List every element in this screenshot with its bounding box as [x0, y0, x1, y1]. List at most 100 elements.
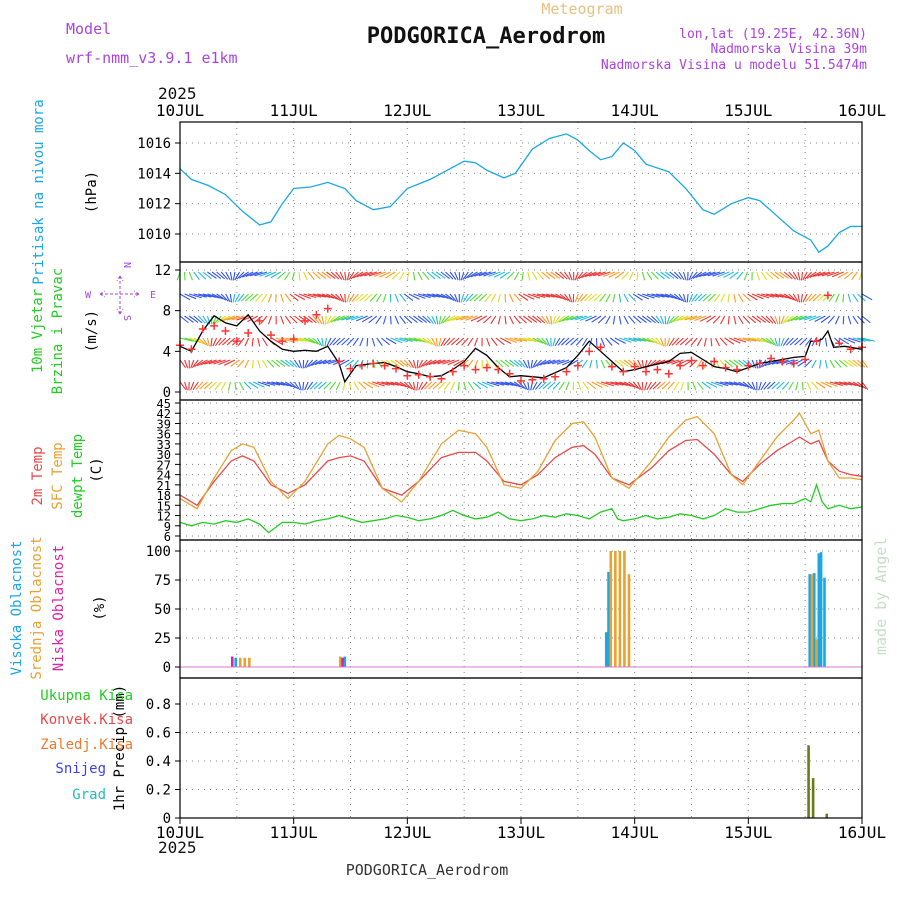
wind-barb	[861, 337, 876, 342]
wind-barb	[649, 381, 657, 390]
y-tick-label: 25	[154, 631, 171, 647]
y-tick-label: 36	[157, 428, 171, 442]
wind-barb	[686, 293, 689, 303]
wind-barb	[852, 293, 859, 303]
wind-barb	[550, 315, 553, 325]
wind-barb	[712, 271, 725, 277]
wind-barb	[216, 271, 225, 280]
wind-barb	[551, 359, 565, 365]
ylabel-wind: 10m Vjetar	[30, 289, 46, 373]
wind-barb	[294, 293, 306, 301]
wind-barb	[241, 271, 254, 278]
wind-barb	[491, 381, 505, 386]
wind-barb	[838, 381, 853, 386]
wind-barb	[179, 315, 189, 324]
wind-barb	[307, 315, 317, 324]
gust-mark	[744, 361, 753, 370]
wind-barb	[806, 271, 817, 279]
wind-barb	[440, 293, 452, 300]
y-tick-label: 1014	[137, 166, 171, 182]
wind-barb	[194, 359, 204, 368]
wind-barb	[193, 337, 205, 345]
wind-barb	[679, 337, 689, 346]
wind-barb	[554, 337, 561, 347]
bar-mid_cloud	[614, 551, 617, 667]
wind-barb	[857, 337, 871, 342]
wind-barb	[291, 271, 295, 281]
wind-barb	[633, 337, 647, 342]
wind-barb	[660, 315, 665, 325]
x-tick-label-bottom: 11JUL	[270, 823, 318, 842]
wind-barb	[696, 337, 703, 347]
wind-barb	[266, 381, 281, 386]
wind-barb	[275, 381, 289, 387]
wind-barb	[394, 381, 407, 388]
gust-mark	[494, 365, 503, 374]
wind-barb	[806, 381, 812, 391]
wind-barb	[366, 337, 369, 347]
wind-barb	[530, 359, 533, 369]
wind-barb	[337, 315, 350, 321]
wind-barb	[225, 293, 231, 303]
wind-barb	[332, 337, 341, 346]
gust-mark	[642, 367, 651, 376]
wind-barb	[390, 381, 404, 387]
wind-barb	[190, 359, 195, 369]
wind-barb	[413, 315, 423, 323]
wind-barb	[504, 315, 507, 325]
wind-barb	[344, 359, 355, 368]
wind-barb	[707, 271, 721, 277]
wind-barb	[412, 359, 417, 369]
wind-barb	[333, 315, 346, 322]
wind-barb	[348, 293, 355, 303]
wind-barb	[379, 271, 391, 278]
wind-barb	[490, 337, 498, 346]
wind-barb	[312, 337, 321, 346]
wind-barb	[605, 315, 611, 325]
x-tick-label-bottom: 15JUL	[724, 823, 772, 842]
wind-barb	[298, 381, 302, 391]
wind-barb	[667, 381, 675, 390]
wind-barb	[326, 337, 332, 347]
wind-barb	[312, 293, 326, 298]
wind-barb	[193, 315, 203, 324]
wind-barb	[828, 293, 835, 303]
wind-barb	[398, 271, 405, 281]
gust-mark	[482, 363, 491, 372]
x-tick-label-bottom: 12JUL	[383, 823, 431, 842]
wind-barb	[838, 337, 850, 345]
wind-barb	[797, 293, 801, 303]
wind-barb	[761, 293, 775, 298]
wind-barb	[696, 359, 703, 369]
wind-barb	[536, 271, 545, 280]
wind-barb	[483, 315, 492, 324]
gust-mark	[562, 367, 571, 376]
wind-barb	[703, 337, 707, 347]
wind-barb	[216, 315, 227, 323]
wind-barb	[473, 293, 483, 302]
wind-barb	[368, 271, 382, 277]
wind-barb	[834, 381, 848, 386]
wind-barb	[202, 315, 209, 325]
wind-barb	[535, 381, 543, 390]
wind-barb	[558, 381, 565, 391]
wind-barb	[223, 359, 236, 366]
wind-barb	[424, 381, 433, 390]
wind-barb	[261, 293, 268, 303]
wind-barb	[857, 315, 865, 324]
wind-barb	[783, 271, 793, 280]
wind-barb	[361, 315, 373, 323]
wind-barb	[222, 337, 231, 346]
wind-barb	[837, 271, 849, 279]
wind-barb	[774, 293, 788, 299]
wind-barb	[484, 293, 492, 302]
wind-barb	[579, 315, 593, 321]
x-tick-label-top: 12JUL	[383, 101, 431, 120]
wind-barb	[564, 293, 571, 302]
wind-barb	[220, 271, 229, 280]
wind-barb	[208, 381, 217, 390]
wind-barb	[820, 315, 831, 323]
wind-barb	[682, 293, 687, 303]
wind-barb	[636, 271, 639, 281]
